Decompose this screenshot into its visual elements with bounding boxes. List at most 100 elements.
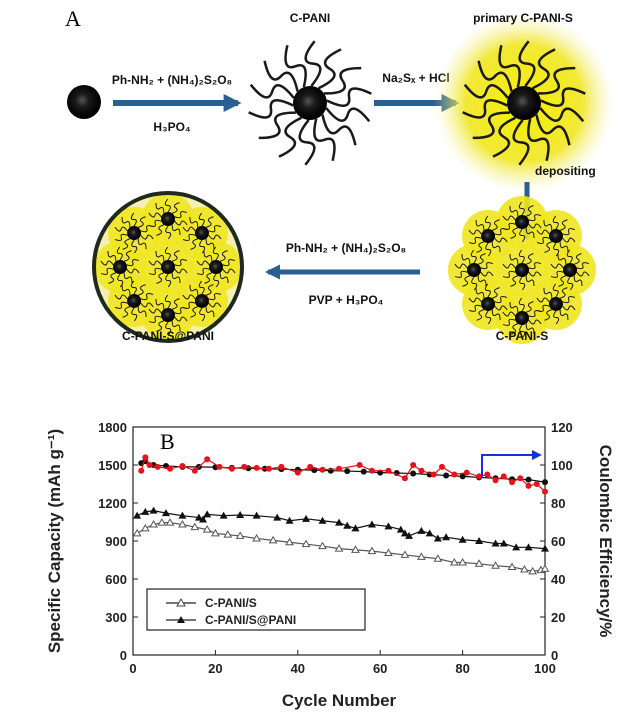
pani-chain xyxy=(552,283,559,298)
pani-chain xyxy=(480,271,494,277)
pani-chain xyxy=(528,223,542,229)
pani-chain xyxy=(463,83,509,99)
axis-ticks xyxy=(132,426,546,656)
pani-chain xyxy=(121,284,131,296)
pani-chain xyxy=(148,212,162,218)
y-tick-label: 1200 xyxy=(98,496,127,511)
pani-chain xyxy=(222,259,236,267)
tick-labels: 0 20 40 60 80 1000300600900120015001800020406… xyxy=(98,420,573,676)
pani-chain xyxy=(477,275,487,287)
data-point xyxy=(285,537,294,546)
pani-chain xyxy=(107,250,117,262)
pani-chain xyxy=(321,114,357,146)
data-point xyxy=(517,475,524,482)
data-point xyxy=(149,520,158,528)
legend-filled-triangle-icon xyxy=(177,616,185,623)
carbon-core xyxy=(161,212,175,226)
data-point xyxy=(336,465,342,472)
y-tick-label: 300 xyxy=(105,610,127,625)
pani-chain xyxy=(126,259,140,267)
pani-chain xyxy=(165,273,172,288)
y2-tick-label: 0 xyxy=(551,648,558,663)
step1-acid: H₃PO₄ xyxy=(153,120,191,134)
data-point xyxy=(520,565,529,573)
pani-chain xyxy=(454,270,468,278)
data-point xyxy=(265,465,272,472)
y-tick-label: 1800 xyxy=(98,420,127,435)
primary-c-pani-s-particle xyxy=(434,13,614,193)
data-point xyxy=(223,530,233,538)
pani-chain xyxy=(468,229,482,235)
pani-chain xyxy=(502,311,516,317)
data-point xyxy=(405,531,414,539)
x-tick-label: 80 xyxy=(455,661,469,676)
pani-chain xyxy=(198,212,205,227)
pani-chain xyxy=(558,275,567,287)
pani-chain xyxy=(317,48,342,90)
data-point xyxy=(491,539,500,547)
data-point xyxy=(433,554,443,562)
pani-chain xyxy=(475,220,485,231)
pani-chain xyxy=(567,276,574,291)
legend-open-triangle-icon xyxy=(176,597,186,607)
data-point xyxy=(344,468,351,475)
carbon-core xyxy=(293,86,327,120)
c-pani-s-at-pani-composite xyxy=(92,191,244,343)
x-tick-label: 20 xyxy=(208,661,222,676)
carbon-core xyxy=(161,260,175,274)
pani-chain xyxy=(140,234,154,240)
data-point xyxy=(165,518,175,526)
pani-chain xyxy=(557,253,567,265)
pani-chain xyxy=(304,40,322,87)
y2-axis-title: Coulombic Efficiency/% xyxy=(596,445,615,638)
data-point xyxy=(442,533,451,541)
pani-chain xyxy=(324,66,362,95)
pani-chain xyxy=(527,118,550,162)
carbon-core xyxy=(548,296,563,311)
pani-chain xyxy=(553,242,560,257)
pani-chain xyxy=(196,267,210,275)
data-point xyxy=(253,464,260,471)
pani-chain xyxy=(114,226,128,232)
data-point xyxy=(474,559,484,567)
step4-reagents: Ph-NH₂ + (NH₄)₂S₂O₈ xyxy=(286,241,406,255)
data-point xyxy=(319,466,326,473)
pani-chain xyxy=(525,227,535,239)
pani-chain xyxy=(100,267,114,275)
pani-chain xyxy=(313,118,336,162)
pani-chain xyxy=(137,238,147,250)
right-axis-arrow xyxy=(481,450,542,478)
pani-chain xyxy=(559,309,569,320)
data-point xyxy=(140,523,150,532)
pani-chain xyxy=(512,119,530,166)
data-point xyxy=(410,462,417,468)
y-tick-label: 900 xyxy=(105,534,127,549)
data-point xyxy=(401,475,408,482)
data-point xyxy=(149,506,158,514)
pani-chain xyxy=(484,215,491,230)
data-point xyxy=(178,511,187,519)
data-point xyxy=(425,529,434,537)
pani-chain xyxy=(543,220,553,231)
carbon-core xyxy=(548,229,563,244)
pani-chain xyxy=(510,227,519,239)
pani-chain xyxy=(518,201,525,216)
data-point xyxy=(199,515,208,523)
data-point xyxy=(417,526,426,534)
pani-chain xyxy=(491,309,501,320)
y-tick-label: 600 xyxy=(105,572,127,587)
series-3 xyxy=(138,454,548,495)
pani-chain xyxy=(196,260,210,266)
y2-tick-label: 80 xyxy=(551,496,565,511)
pani-chain xyxy=(174,316,188,322)
pani-chain xyxy=(502,270,516,278)
pani-chain xyxy=(525,275,535,287)
pani-chain xyxy=(544,241,553,253)
carbon-core xyxy=(515,263,529,277)
pani-chain xyxy=(205,238,215,250)
carbon-core xyxy=(481,229,496,244)
pani-chain xyxy=(535,114,571,146)
pani-chain xyxy=(492,116,517,158)
pani-chain xyxy=(562,296,576,304)
